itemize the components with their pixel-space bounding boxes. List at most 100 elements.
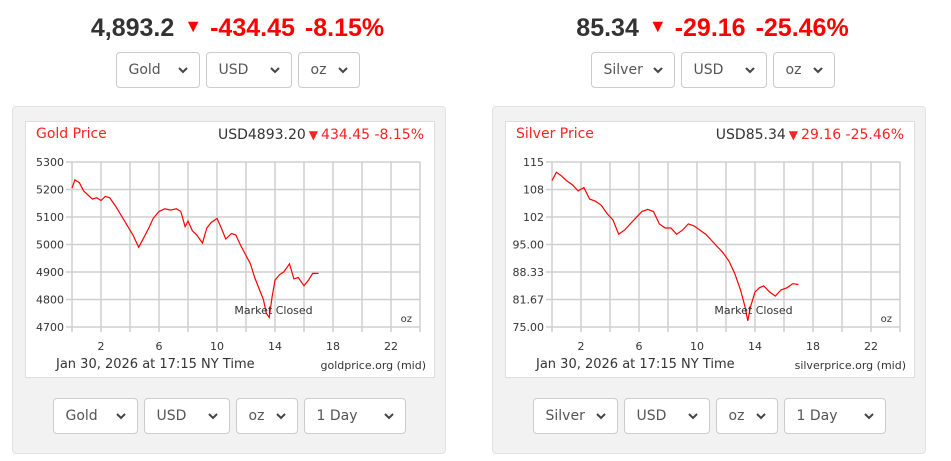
silver-top-selectors: Silver USD oz [475, 52, 950, 88]
svg-text:4900: 4900 [36, 266, 64, 279]
silver-headline: 85.34 ▼ -29.16 -25.46% [475, 14, 950, 43]
svg-text:81.67: 81.67 [513, 294, 545, 307]
quote-change: 29.16 -25.46% [801, 127, 904, 143]
chart-date: Jan 30, 2026 at 17:15 NY Time [56, 357, 255, 372]
silver-plot-area: 75.00 81.67 88.33 95.00 102 108 115 2 6 10 14 18 22 M… [513, 156, 901, 353]
svg-text:10: 10 [690, 340, 704, 353]
svg-text:22: 22 [384, 340, 398, 353]
svg-text:108: 108 [523, 184, 544, 197]
silver-chart: Silver Price USD85.34 ▼ 29.16 -25.46% 75.0… [505, 121, 915, 378]
down-arrow-icon: ▼ [308, 128, 319, 142]
svg-text:6: 6 [636, 340, 643, 353]
gold-chart-panel: Gold Price USD4893.20 ▼ 434.45 -8.15% 4700… [12, 106, 446, 454]
chevron-down-icon [269, 67, 280, 74]
down-arrow-icon: ▼ [788, 128, 799, 142]
chevron-down-icon [755, 413, 766, 420]
currency-select-value: USD [636, 408, 667, 424]
metal-select-value: Silver [603, 62, 643, 78]
currency-select[interactable]: USD [143, 398, 230, 434]
chart-quote: USD85.34 ▼ 29.16 -25.46% [716, 127, 904, 143]
chevron-down-icon [383, 413, 394, 420]
chevron-down-icon [115, 413, 126, 420]
svg-text:115: 115 [523, 156, 544, 169]
metal-select-value: Gold [128, 62, 161, 78]
metal-select[interactable]: Gold [52, 398, 138, 434]
unit-select[interactable]: oz [235, 398, 298, 434]
silver-bottom-selectors: Silver USD oz 1 Day [493, 398, 925, 434]
unit-select-value: oz [728, 408, 745, 424]
unit-select-value: oz [248, 408, 265, 424]
svg-text:Market Closed: Market Closed [714, 304, 792, 317]
svg-text:4800: 4800 [36, 294, 64, 307]
silver-chart-panel: Silver Price USD85.34 ▼ 29.16 -25.46% 75.0… [492, 106, 926, 454]
quote-change: 434.45 -8.15% [321, 127, 424, 143]
unit-select[interactable]: oz [772, 52, 835, 88]
chevron-down-icon [687, 413, 698, 420]
currency-select-value: USD [156, 408, 187, 424]
silver-percent: -25.46% [755, 14, 849, 42]
chevron-down-icon [595, 413, 606, 420]
chevron-down-icon [207, 413, 218, 420]
gold-percent: -8.15% [304, 14, 385, 42]
unit-select-value: oz [310, 62, 327, 78]
svg-text:102: 102 [523, 211, 544, 224]
unit-select[interactable]: oz [715, 398, 778, 434]
currency-select-value: USD [693, 62, 724, 78]
gold-section: 4,893.2 ▼ -434.45 -8.15% Gold USD oz Gold P… [0, 0, 475, 461]
range-select[interactable]: 1 Day [303, 398, 406, 434]
range-select[interactable]: 1 Day [783, 398, 886, 434]
svg-text:95.00: 95.00 [513, 239, 545, 252]
svg-text:88.33: 88.33 [513, 266, 545, 279]
chevron-down-icon [863, 413, 874, 420]
chevron-down-icon [652, 67, 663, 74]
silver-price: 85.34 [576, 14, 639, 42]
chart-source: silverprice.org (mid) [794, 359, 906, 372]
quote-price: USD85.34 [715, 127, 786, 143]
svg-text:14: 14 [268, 340, 282, 353]
gold-chart: Gold Price USD4893.20 ▼ 434.45 -8.15% 4700… [25, 121, 435, 378]
silver-change: -29.16 [674, 14, 746, 42]
chevron-down-icon [744, 67, 755, 74]
svg-text:6: 6 [156, 340, 163, 353]
unit-select[interactable]: oz [297, 52, 360, 88]
gold-top-selectors: Gold USD oz [0, 52, 475, 88]
svg-text:oz: oz [881, 314, 892, 325]
svg-text:18: 18 [806, 340, 820, 353]
gold-change: -434.45 [210, 14, 295, 42]
gold-plot-area: 4700 4800 4900 5000 5100 5200 5300 2 6 10 14 18 22 Ma… [36, 156, 421, 353]
metal-select[interactable]: Silver [590, 52, 675, 88]
currency-select[interactable]: USD [623, 398, 710, 434]
metal-select-value: Silver [545, 408, 585, 424]
chevron-down-icon [812, 67, 823, 74]
currency-select[interactable]: USD [205, 52, 292, 88]
chart-source: goldprice.org (mid) [320, 359, 427, 372]
svg-text:Market Closed: Market Closed [234, 304, 312, 317]
chevron-down-icon [337, 67, 348, 74]
svg-text:14: 14 [748, 340, 762, 353]
gold-headline: 4,893.2 ▼ -434.45 -8.15% [0, 14, 475, 43]
chart-title: Silver Price [516, 126, 594, 142]
range-select-value: 1 Day [316, 408, 358, 424]
chart-date: Jan 30, 2026 at 17:15 NY Time [536, 357, 735, 372]
currency-select[interactable]: USD [680, 52, 767, 88]
down-arrow-icon: ▼ [184, 16, 203, 36]
svg-text:75.00: 75.00 [513, 321, 545, 334]
currency-select-value: USD [218, 62, 249, 78]
metal-select[interactable]: Gold [115, 52, 200, 88]
svg-text:oz: oz [401, 314, 412, 325]
metal-select-value: Gold [65, 408, 98, 424]
svg-text:4700: 4700 [36, 321, 64, 334]
metal-select[interactable]: Silver [532, 398, 618, 434]
range-select-value: 1 Day [796, 408, 838, 424]
down-arrow-icon: ▼ [648, 16, 667, 36]
svg-text:5300: 5300 [36, 156, 64, 169]
svg-text:5100: 5100 [36, 211, 64, 224]
chevron-down-icon [275, 413, 286, 420]
gold-bottom-selectors: Gold USD oz 1 Day [13, 398, 445, 434]
svg-text:2: 2 [98, 340, 105, 353]
svg-text:5200: 5200 [36, 184, 64, 197]
chart-title: Gold Price [36, 126, 107, 142]
svg-text:10: 10 [210, 340, 224, 353]
svg-text:2: 2 [578, 340, 585, 353]
svg-text:22: 22 [864, 340, 878, 353]
